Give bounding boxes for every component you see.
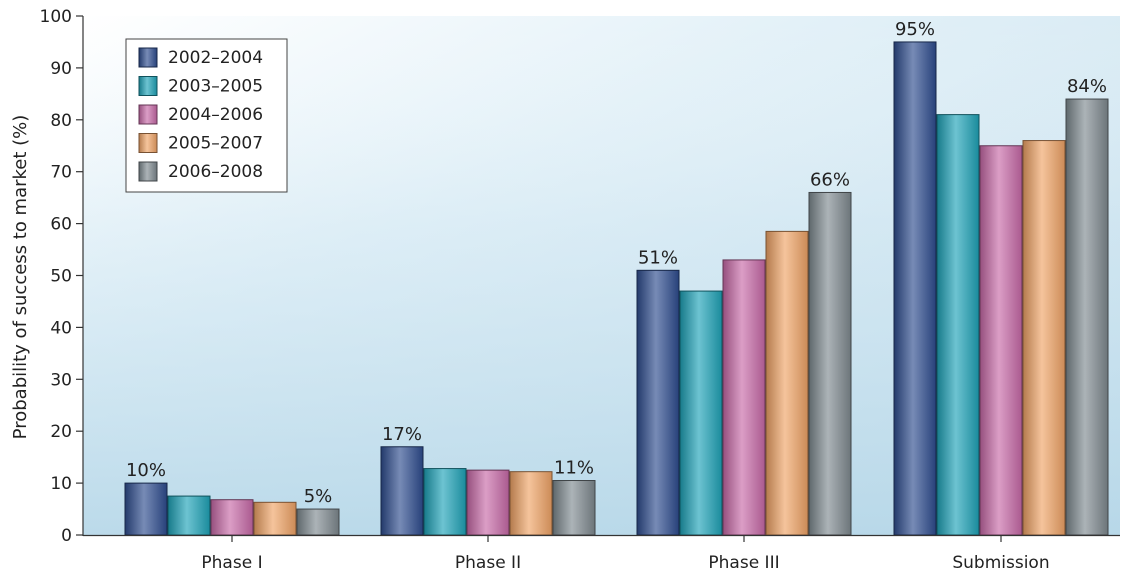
legend-label: 2005–2007: [168, 134, 263, 154]
x-tick-label: Phase III: [708, 553, 779, 573]
bar: [1022, 140, 1066, 536]
bars-group: [124, 41, 1109, 536]
legend-swatch: [138, 47, 158, 68]
bar: [466, 469, 510, 536]
legend-label: 2003–2005: [168, 77, 263, 97]
x-tick-label: Submission: [952, 553, 1049, 573]
y-axis-label: Probability of success to market (%): [10, 115, 31, 440]
bar: [509, 471, 553, 536]
data-labels-group: 10% 5% 17% 11% 51% 66% 95% 84%: [126, 19, 1107, 507]
legend-swatch: [138, 76, 158, 96]
y-tick-label: 70: [50, 163, 72, 183]
bar: [636, 269, 680, 536]
data-label: 5%: [304, 486, 333, 507]
bar: [253, 501, 297, 536]
bar: [722, 259, 766, 536]
bar: [296, 508, 340, 536]
data-label: 17%: [382, 424, 422, 445]
legend-swatch: [138, 161, 158, 182]
legend-label: 2004–2006: [168, 105, 263, 125]
y-tick-label: 50: [50, 267, 72, 287]
bar: [765, 230, 809, 536]
bar: [936, 114, 980, 536]
y-tick-label: 10: [50, 474, 72, 494]
bar: [979, 145, 1023, 536]
y-tick-label: 20: [50, 422, 72, 442]
bar: [124, 482, 168, 536]
legend-swatch: [138, 104, 158, 125]
bar: [210, 499, 254, 536]
bar: [423, 468, 467, 536]
bar: [808, 191, 852, 536]
bar: [893, 41, 937, 536]
legend: 2002–2004 2003–2005 2004–2006 2005–2007 2006…: [125, 38, 288, 193]
y-tick-label: 0: [61, 526, 72, 546]
data-label: 84%: [1067, 76, 1107, 97]
data-label: 66%: [810, 169, 850, 190]
y-tick-label: 90: [50, 59, 72, 79]
y-ticks-group: 0 10 20 30 40 50 60 70 80 90 100: [40, 7, 83, 546]
y-tick-label: 100: [40, 7, 72, 27]
data-label: 11%: [554, 458, 594, 479]
x-ticks-group: Phase I Phase II Phase III Submission: [201, 535, 1050, 573]
bar: [1065, 98, 1109, 536]
data-label: 51%: [638, 247, 678, 268]
legend-label: 2002–2004: [168, 48, 263, 68]
data-label: 95%: [895, 19, 935, 40]
bar: [552, 480, 596, 536]
y-tick-label: 60: [50, 215, 72, 235]
bar: [167, 495, 211, 536]
bar: [679, 290, 723, 536]
bar: [380, 446, 424, 536]
legend-label: 2006–2008: [168, 162, 263, 182]
x-tick-label: Phase I: [201, 553, 262, 573]
x-tick-label: Phase II: [455, 553, 521, 573]
y-tick-label: 30: [50, 370, 72, 390]
y-tick-label: 80: [50, 111, 72, 131]
data-label: 10%: [126, 460, 166, 481]
legend-swatch: [138, 133, 158, 153]
y-tick-label: 40: [50, 318, 72, 338]
